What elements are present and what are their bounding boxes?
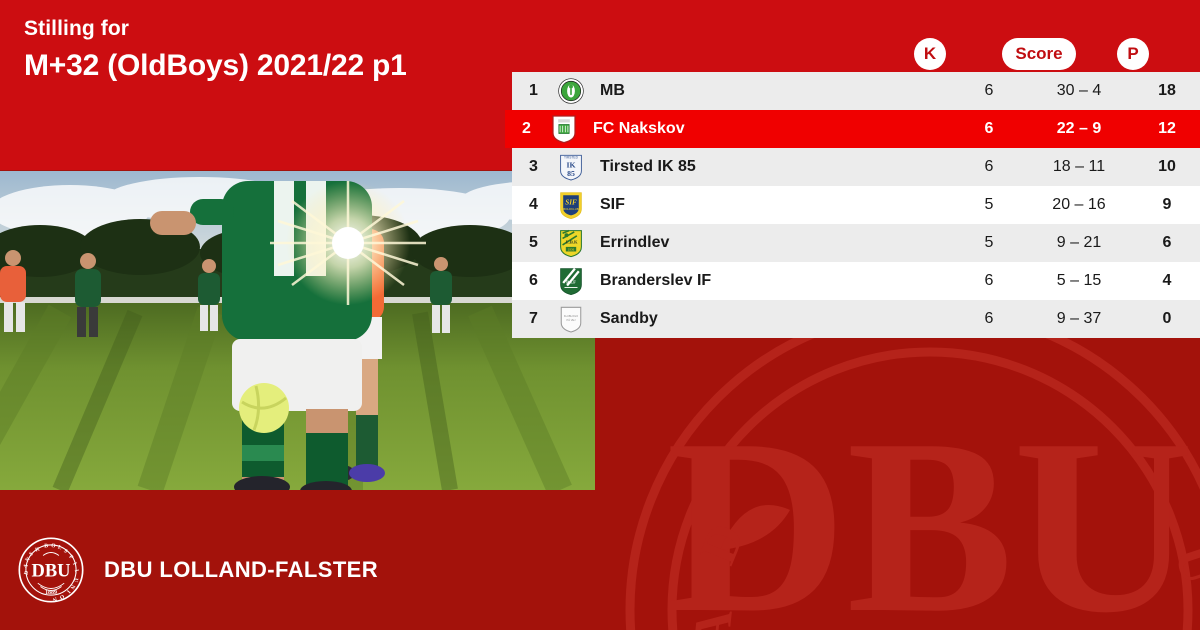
svg-text:85: 85 bbox=[567, 169, 575, 178]
row-score: 22 – 9 bbox=[1056, 120, 1102, 137]
svg-text:S: S bbox=[62, 548, 68, 555]
row-points: 10 bbox=[1158, 158, 1176, 175]
table-row[interactable]: 7 KLUBLOGO PÅ VEJ Sandby 6 9 – 37 0 bbox=[512, 300, 1200, 338]
dbu-logo-center: DBU bbox=[32, 561, 71, 581]
svg-text:BOLDKLUB: BOLDKLUB bbox=[563, 207, 579, 211]
sandby-crest: KLUBLOGO PÅ VEJ bbox=[548, 304, 594, 334]
row-rank: 7 bbox=[529, 310, 538, 327]
sif-crest: SIF BOLDKLUB bbox=[548, 190, 594, 220]
errindlev-crest: E.B.K 1936 bbox=[548, 228, 594, 258]
table-row[interactable]: 4 SIF BOLDKLUB SIF 5 20 – 16 9 bbox=[512, 186, 1200, 224]
row-matches: 6 bbox=[984, 158, 994, 175]
row-score: 9 – 21 bbox=[1056, 234, 1102, 251]
row-score: 5 – 15 bbox=[1056, 272, 1102, 289]
row-team-name: Errindlev bbox=[600, 234, 670, 251]
svg-text:N: N bbox=[24, 556, 31, 563]
table-row[interactable]: 6 B.I.F Branderslev IF 6 5 – 15 4 bbox=[512, 262, 1200, 300]
table-column-headers: K Score P bbox=[512, 38, 1200, 72]
svg-text:1936: 1936 bbox=[568, 247, 575, 251]
table-row[interactable]: 3 TIRSTED IK 85 Tirsted IK 85 6 18 – 11 10 bbox=[512, 148, 1200, 186]
row-team-name: Tirsted IK 85 bbox=[600, 158, 696, 175]
column-header-points: P bbox=[1117, 38, 1149, 70]
row-matches: 6 bbox=[984, 120, 994, 137]
page-title: M+32 (OldBoys) 2021/22 p1 bbox=[24, 49, 407, 83]
svg-text:L: L bbox=[73, 569, 80, 574]
row-rank: 2 bbox=[522, 120, 531, 137]
row-rank: 3 bbox=[529, 158, 538, 175]
row-rank: 4 bbox=[529, 196, 538, 213]
row-matches: 5 bbox=[984, 234, 994, 251]
row-score: 18 – 11 bbox=[1052, 158, 1106, 175]
row-points: 12 bbox=[1158, 120, 1176, 137]
footer: DBU 1889 D A N S K B O L S P I L U bbox=[0, 510, 1200, 630]
row-team-name: SIF bbox=[600, 196, 625, 213]
svg-text:PÅ VEJ: PÅ VEJ bbox=[567, 317, 577, 322]
table-row[interactable]: 2 FC Nakskov 6 22 – 9 12 bbox=[505, 110, 1200, 148]
fc-nakskov-crest bbox=[541, 114, 587, 144]
mb-crest bbox=[548, 78, 594, 104]
svg-text:B.I.F: B.I.F bbox=[566, 280, 576, 285]
svg-text:D: D bbox=[23, 570, 30, 576]
row-rank: 5 bbox=[529, 234, 538, 251]
svg-text:SIF: SIF bbox=[565, 198, 577, 206]
row-matches: 6 bbox=[984, 310, 994, 327]
dbu-logo-icon: DBU 1889 D A N S K B O L S P I L U bbox=[18, 537, 84, 603]
dbu-logo-year: 1889 bbox=[45, 590, 57, 596]
svg-text:N: N bbox=[52, 595, 58, 602]
row-matches: 6 bbox=[984, 82, 994, 99]
column-header-score: Score bbox=[1002, 38, 1076, 70]
photo-artwork bbox=[0, 171, 595, 490]
row-points: 0 bbox=[1162, 310, 1172, 327]
row-points: 4 bbox=[1162, 272, 1172, 289]
branderslev-if-crest: B.I.F bbox=[548, 266, 594, 296]
column-header-matches: K bbox=[914, 38, 946, 70]
svg-text:N: N bbox=[69, 584, 76, 590]
svg-text:P: P bbox=[67, 554, 74, 561]
row-team-name: Sandby bbox=[600, 310, 658, 327]
row-team-name: FC Nakskov bbox=[593, 120, 685, 137]
row-rank: 6 bbox=[529, 272, 538, 289]
svg-text:O: O bbox=[58, 593, 66, 601]
row-points: 18 bbox=[1158, 82, 1176, 99]
svg-text:U: U bbox=[72, 578, 79, 583]
svg-text:TIRSTED: TIRSTED bbox=[564, 156, 579, 160]
svg-text:I: I bbox=[71, 562, 77, 567]
svg-text:I: I bbox=[65, 589, 71, 595]
row-matches: 6 bbox=[984, 272, 994, 289]
svg-text:K: K bbox=[35, 546, 41, 553]
tirsted-ik-85-crest: TIRSTED IK 85 bbox=[548, 152, 594, 182]
svg-text:IK: IK bbox=[566, 161, 575, 170]
svg-text:O: O bbox=[51, 543, 57, 550]
row-score: 9 – 37 bbox=[1056, 310, 1102, 327]
header-kicker: Stilling for bbox=[24, 17, 130, 40]
svg-text:B: B bbox=[44, 543, 48, 549]
row-rank: 1 bbox=[529, 82, 538, 99]
standings-table: 1 MB 6 30 – 4 18 2 FC Nakskov 6 22 – 9 12 3 TIRSTED… bbox=[505, 72, 1200, 338]
row-score: 30 – 4 bbox=[1056, 82, 1102, 99]
row-team-name: Branderslev IF bbox=[600, 272, 712, 289]
svg-text:A: A bbox=[23, 562, 31, 569]
row-team-name: MB bbox=[600, 82, 625, 99]
svg-text:L: L bbox=[57, 544, 63, 551]
table-row[interactable]: 5 E.B.K 1936 Errindlev 5 9 – 21 6 bbox=[512, 224, 1200, 262]
svg-text:KLUBLOGO: KLUBLOGO bbox=[564, 314, 578, 318]
svg-text:S: S bbox=[29, 551, 35, 558]
row-points: 6 bbox=[1162, 234, 1172, 251]
row-matches: 5 bbox=[984, 196, 994, 213]
header-text-block: Stilling for M+32 (OldBoys) 2021/22 p1 bbox=[24, 16, 494, 86]
football-match-photo bbox=[0, 171, 595, 490]
row-score: 20 – 16 bbox=[1052, 196, 1106, 213]
table-row[interactable]: 1 MB 6 30 – 4 18 bbox=[512, 72, 1200, 110]
footer-label: DBU LOLLAND-FALSTER bbox=[104, 557, 379, 582]
row-points: 9 bbox=[1162, 196, 1172, 213]
svg-text:E.B.K: E.B.K bbox=[566, 240, 578, 245]
